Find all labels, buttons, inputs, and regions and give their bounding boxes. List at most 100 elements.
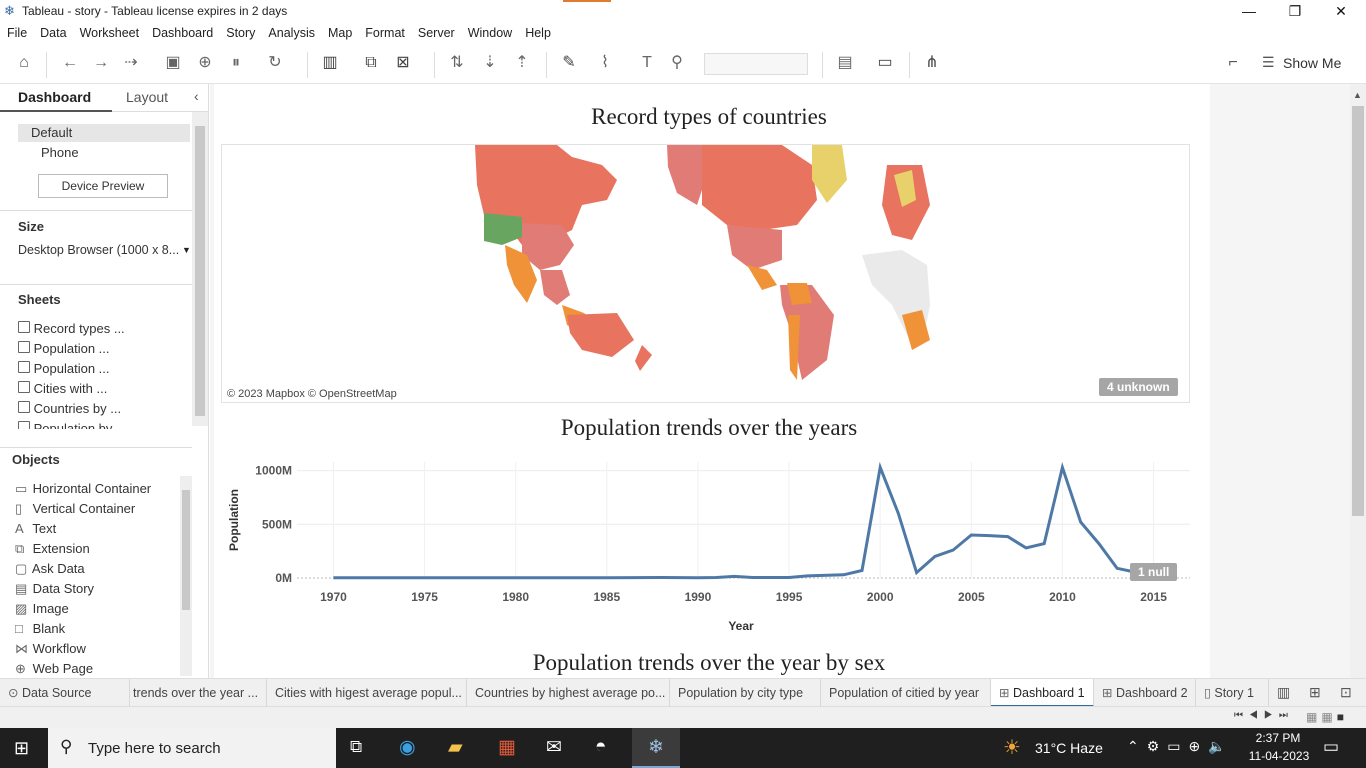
device-preview-button[interactable]: Device Preview (38, 174, 168, 198)
share-icon[interactable]: ⋔ (925, 54, 939, 71)
new-datasource-icon[interactable]: ⊕ (198, 54, 212, 71)
sheet-icon (18, 401, 30, 413)
format-painter-icon[interactable]: ⌐ (1228, 54, 1238, 71)
clear-sheet-icon[interactable]: ⊠ (396, 54, 410, 71)
file-explorer-icon[interactable]: ▰ (448, 737, 463, 758)
object-item[interactable]: ⋈ Workflow (15, 641, 86, 656)
save-icon[interactable]: ▣ (165, 54, 181, 71)
menu-dashboard[interactable]: Dashboard (152, 26, 214, 40)
fit-dropdown[interactable] (704, 53, 808, 75)
tab-nav-icons[interactable]: ⏮◀▶⏭ (1234, 710, 1294, 721)
tab-story-1[interactable]: ▯ Story 1 (1196, 679, 1269, 707)
pane-scrollbar[interactable] (192, 112, 208, 426)
tableau-taskbar-button[interactable]: ❄ (632, 728, 680, 768)
object-item[interactable]: ▯ Vertical Container (15, 501, 136, 516)
close-button[interactable]: ✕ (1335, 3, 1347, 19)
show-me-button[interactable]: Show Me (1283, 55, 1342, 71)
sort-desc-icon[interactable]: ⇡ (515, 54, 529, 71)
task-view-icon[interactable]: ⧉ (350, 737, 363, 756)
menu-analysis[interactable]: Analysis (268, 26, 315, 40)
object-item[interactable]: ⧉ Extension (15, 541, 90, 556)
tab-sheet[interactable]: trends over the year ... (130, 679, 267, 707)
object-item[interactable]: ▨ Image (15, 601, 69, 616)
tab-sheet[interactable]: Countries by highest average po... (467, 679, 670, 707)
notifications-icon[interactable]: ▭ (1323, 737, 1340, 756)
menu-help[interactable]: Help (525, 26, 551, 40)
restore-button[interactable]: ❐ (1288, 3, 1302, 19)
menu-worksheet[interactable]: Worksheet (79, 26, 140, 40)
tab-sheet[interactable]: Population of citied by year (821, 679, 991, 707)
sheet-item[interactable]: Countries by ... (18, 401, 188, 421)
map-view[interactable]: © 2023 Mapbox © OpenStreetMap 4 unknown (221, 144, 1190, 403)
unknown-badge[interactable]: 4 unknown (1099, 378, 1178, 396)
labels-icon[interactable]: T (642, 54, 652, 71)
null-badge[interactable]: 1 null (1130, 563, 1178, 581)
canvas-scrollbar[interactable]: ▲ (1350, 84, 1366, 678)
pin-icon[interactable]: ⚲ (671, 54, 683, 71)
minimize-button[interactable]: — (1242, 3, 1256, 19)
redo-icon[interactable]: ⇢ (124, 54, 138, 71)
duplicate-icon[interactable]: ⧉ (365, 54, 377, 71)
series-line[interactable] (333, 461, 1136, 580)
new-story-tab-icon[interactable]: ⊡ (1340, 684, 1352, 700)
sort-asc-icon[interactable]: ⇣ (483, 54, 497, 71)
new-dashboard-tab-icon[interactable]: ⊞ (1309, 684, 1321, 700)
tab-sheet[interactable]: Cities with higest average popul... (267, 679, 467, 707)
menu-story[interactable]: Story (226, 26, 256, 40)
back-icon[interactable]: ← (62, 54, 78, 71)
menu-file[interactable]: File (7, 26, 28, 40)
windows-start-icon[interactable]: ⊞ (14, 738, 30, 758)
view-toggle-icons[interactable]: ▦▦■ (1306, 710, 1348, 724)
tab-sheet[interactable]: Population by city type (670, 679, 821, 707)
tab-layout[interactable]: Layout (112, 84, 208, 112)
show-cards-icon[interactable]: ▤ (837, 54, 853, 71)
swap-icon[interactable]: ⇅ (450, 54, 464, 71)
size-select[interactable]: Desktop Browser (1000 x 8... (18, 243, 180, 257)
menu-window[interactable]: Window (467, 26, 513, 40)
store-icon[interactable]: ▦ (498, 737, 516, 758)
menu-format[interactable]: Format (365, 26, 405, 40)
chevron-down-icon[interactable]: ▼ (182, 245, 191, 255)
highlight-icon[interactable]: ✎ (562, 54, 576, 71)
object-item[interactable]: □ Blank (15, 621, 66, 636)
clock-time[interactable]: 2:37 PM (1255, 731, 1301, 745)
menu-map[interactable]: Map (327, 26, 353, 40)
refresh-icon[interactable]: ↻ (268, 54, 282, 71)
photos-icon[interactable]: ◓ (595, 736, 607, 757)
tab-data-source[interactable]: ⊙ Data Source (0, 679, 130, 707)
new-worksheet-icon[interactable]: ▥ (322, 54, 338, 71)
mail-icon[interactable]: ✉ (546, 737, 562, 758)
menu-data[interactable]: Data (40, 26, 67, 40)
home-icon[interactable]: ⌂ (19, 54, 29, 71)
clock-date[interactable]: 11-04-2023 (1248, 749, 1310, 763)
forward-icon[interactable]: → (93, 54, 109, 71)
object-item[interactable]: ▢ Ask Data (15, 561, 85, 576)
weather-text[interactable]: 31°C Haze (1035, 740, 1103, 756)
menu-server[interactable]: Server (417, 26, 455, 40)
objects-scrollbar[interactable] (180, 476, 192, 676)
sheet-item[interactable]: Population ... (18, 341, 188, 361)
device-default[interactable]: Default (18, 124, 190, 142)
collapse-pane-icon[interactable]: ‹ (194, 88, 199, 104)
taskbar-search[interactable]: ⚲ Type here to search (48, 728, 336, 768)
object-item[interactable]: ▭ Horizontal Container (15, 481, 152, 496)
presentation-icon[interactable]: ▭ (877, 54, 893, 71)
new-worksheet-tab-icon[interactable]: ▥ (1277, 684, 1291, 700)
object-item[interactable]: ⊕ Web Page (15, 661, 94, 676)
sheet-item[interactable]: Cities with ... (18, 381, 188, 401)
sheet-item[interactable]: Population ... (18, 361, 188, 381)
tab-dashboard-2[interactable]: ⊞ Dashboard 2 (1094, 679, 1196, 707)
pause-updates-icon[interactable]: ⏸ (231, 54, 240, 71)
sheet-item[interactable]: Population by (18, 421, 188, 429)
object-item[interactable]: ▤ Data Story (15, 581, 95, 596)
tab-dashboard-1[interactable]: ⊞ Dashboard 1 (991, 679, 1094, 707)
tray-icons[interactable]: ⌃⚙▭⊕🔈 (1127, 738, 1234, 754)
population-line-chart[interactable]: Population Year 1000M 500M 0M 1970 1975 1980… (214, 454, 1210, 634)
tab-dashboard[interactable]: Dashboard (0, 84, 112, 112)
device-phone[interactable]: Phone (41, 145, 79, 160)
group-icon[interactable]: ⌇ (601, 54, 609, 71)
line-chart-title: Population trends over the years (560, 415, 858, 440)
sheet-item[interactable]: Record types ... (18, 321, 188, 341)
object-item[interactable]: A Text (15, 521, 57, 536)
edge-icon[interactable]: ◉ (399, 737, 416, 758)
